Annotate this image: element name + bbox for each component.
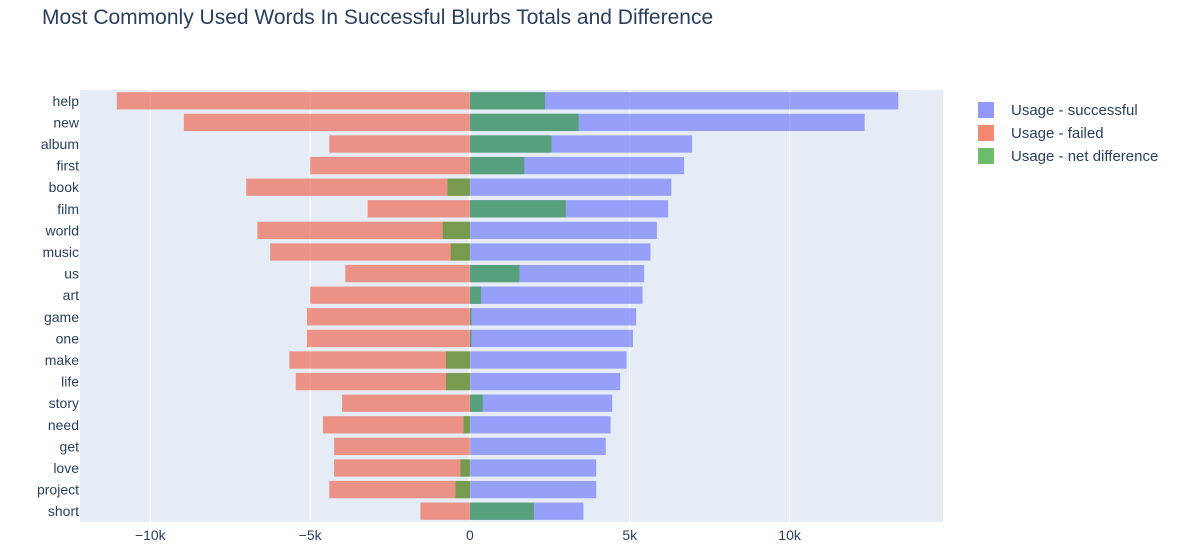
bar-series-1-story[interactable] [342, 394, 470, 412]
bar-series-2-love[interactable] [460, 459, 470, 477]
x-tick-label-0: −10k [135, 527, 167, 543]
bar-series-1-life[interactable] [295, 372, 470, 391]
legend-label-0[interactable]: Usage - successful [1011, 102, 1138, 119]
x-tick-label-1: −5k [299, 527, 323, 543]
bar-series-0-love[interactable] [469, 459, 597, 477]
x-axis-tick-labels: −10k −5k 0 5k 10k [135, 527, 802, 543]
bar-series-1-us[interactable] [345, 264, 470, 283]
bar-series-1-music[interactable] [270, 243, 470, 261]
y-tick-label-new: new [53, 114, 80, 130]
bar-series-1-one[interactable] [306, 329, 470, 348]
bar-series-1-help[interactable] [116, 92, 470, 110]
bar-series-0-book[interactable] [469, 178, 672, 196]
y-tick-label-help: help [53, 93, 80, 109]
bar-series-2-life[interactable] [445, 372, 470, 391]
y-tick-label-book: book [49, 179, 80, 195]
legend-label-2[interactable]: Usage - net difference [1011, 148, 1158, 165]
bar-series-0-game[interactable] [469, 308, 637, 326]
bar-series-1-need[interactable] [322, 416, 470, 434]
bar-series-2-film[interactable] [469, 200, 566, 218]
bar-series-2-story[interactable] [469, 394, 483, 412]
y-tick-label-short: short [48, 503, 79, 519]
bar-series-1-first[interactable] [310, 156, 470, 175]
bar-series-0-world[interactable] [469, 221, 657, 240]
bar-series-2-need[interactable] [463, 416, 470, 434]
plot-background [80, 90, 943, 522]
bar-series-0-project[interactable] [469, 480, 597, 499]
y-tick-label-make: make [45, 352, 79, 368]
y-tick-label-project: project [37, 482, 79, 498]
y-tick-label-story: story [49, 395, 79, 411]
bar-series-1-make[interactable] [289, 351, 470, 369]
bar-series-0-get[interactable] [469, 437, 606, 456]
bar-series-1-album[interactable] [329, 135, 470, 153]
bar-series-2-one[interactable] [469, 329, 472, 348]
y-tick-label-us: us [64, 266, 79, 282]
bar-series-2-art[interactable] [469, 286, 482, 304]
bar-series-2-short[interactable] [469, 502, 534, 520]
bar-series-1-world[interactable] [257, 221, 470, 240]
bar-series-2-help[interactable] [469, 92, 546, 110]
bar-series-2-world[interactable] [442, 221, 470, 240]
y-axis-tick-labels: help new album first book film world music us art… [37, 93, 80, 519]
bar-series-2-project[interactable] [455, 480, 470, 499]
bar-series-2-music[interactable] [450, 243, 470, 261]
bar-series-2-game[interactable] [469, 308, 472, 326]
legend-swatch-2[interactable] [978, 148, 994, 164]
y-tick-label-film: film [57, 201, 79, 217]
bar-series-1-game[interactable] [306, 308, 470, 326]
y-tick-label-music: music [42, 244, 79, 260]
bar-series-2-make[interactable] [445, 351, 470, 369]
bar-series-1-art[interactable] [310, 286, 470, 304]
bar-series-2-new[interactable] [469, 113, 579, 132]
bar-series-1-get[interactable] [334, 437, 470, 456]
bar-series-1-short[interactable] [420, 502, 470, 520]
y-tick-label-album: album [41, 136, 79, 152]
bar-series-2-album[interactable] [469, 135, 552, 153]
bar-series-0-story[interactable] [469, 394, 613, 412]
bar-series-0-art[interactable] [469, 286, 643, 304]
bar-series-0-music[interactable] [469, 243, 651, 261]
y-tick-label-game: game [44, 309, 79, 325]
bar-series-2-book[interactable] [447, 178, 470, 196]
bar-series-0-need[interactable] [469, 416, 611, 434]
bars [116, 92, 899, 520]
y-tick-label-first: first [56, 158, 79, 174]
x-tick-label-2: 0 [466, 527, 474, 543]
bar-series-2-us[interactable] [469, 264, 520, 283]
y-tick-label-art: art [63, 287, 79, 303]
legend: Usage - successful Usage - failed Usage - … [978, 102, 1158, 165]
bar-series-1-book[interactable] [246, 178, 470, 196]
y-tick-label-one: one [56, 330, 80, 346]
bar-series-1-project[interactable] [329, 480, 470, 499]
bar-series-1-film[interactable] [367, 200, 470, 218]
bar-series-0-life[interactable] [469, 372, 621, 391]
legend-label-1[interactable]: Usage - failed [1011, 125, 1104, 142]
bar-series-0-help[interactable] [469, 92, 899, 110]
x-tick-label-4: 10k [778, 527, 802, 543]
y-tick-label-life: life [61, 374, 79, 390]
y-tick-label-get: get [60, 438, 80, 454]
bar-series-1-new[interactable] [183, 113, 470, 132]
legend-swatch-0[interactable] [978, 102, 994, 118]
y-tick-label-need: need [48, 417, 79, 433]
bar-series-0-make[interactable] [469, 351, 627, 369]
bar-series-2-first[interactable] [469, 156, 525, 175]
x-tick-label-3: 5k [622, 527, 638, 543]
bar-series-0-one[interactable] [469, 329, 633, 348]
bar-series-1-love[interactable] [334, 459, 470, 477]
legend-swatch-1[interactable] [978, 125, 994, 141]
y-tick-label-love: love [53, 460, 79, 476]
y-tick-label-world: world [45, 222, 79, 238]
chart-title: Most Commonly Used Words In Successful B… [42, 6, 714, 29]
